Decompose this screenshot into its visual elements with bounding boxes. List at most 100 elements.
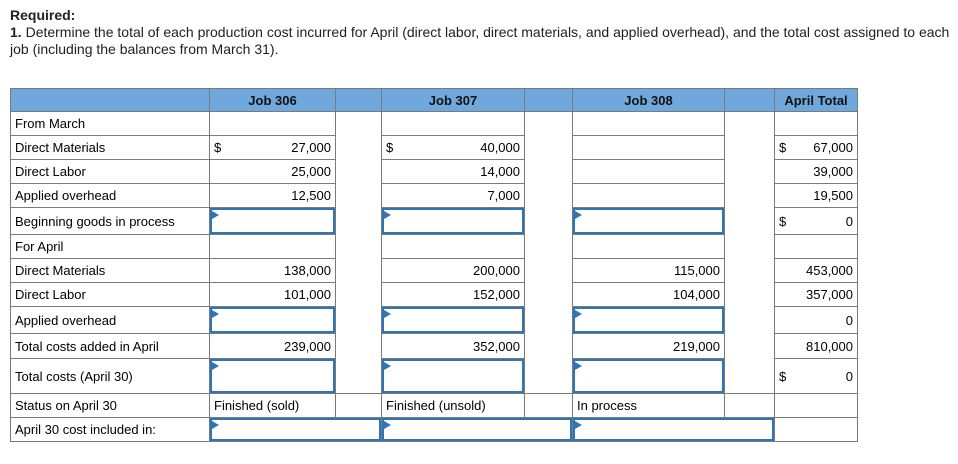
cell-april-dl-total: 357,000 [774, 282, 858, 307]
currency-symbol: $ [779, 140, 787, 155]
label-april-direct-labor: Direct Labor [10, 282, 210, 307]
cell-march-dm-job307: $40,000 [381, 135, 525, 160]
cell-april-dm-job308: 115,000 [572, 258, 725, 283]
cell-beginning-total: $0 [774, 207, 858, 235]
label-march-direct-materials: Direct Materials [10, 135, 210, 160]
value: 0 [845, 368, 853, 384]
april-oh-job306-input[interactable] [210, 307, 335, 333]
cell-april-dl-job308: 104,000 [572, 282, 725, 307]
row-beginning-goods: Beginning goods in process $0 [10, 207, 858, 235]
cell-status-job307: Finished (unsold) [381, 393, 525, 418]
header-job-308: Job 308 [572, 88, 725, 112]
cell-april-dm-total: 453,000 [774, 258, 858, 283]
gap-column-1 [335, 111, 382, 394]
header-blank [10, 88, 210, 112]
beginning-job308-input[interactable] [573, 208, 724, 234]
header-row: Job 306 Job 307 Job 308 April Total [10, 88, 858, 112]
cell-april-oh-total: 0 [774, 306, 858, 334]
cell-march-dm-job306: $27,000 [209, 135, 336, 160]
cell-included-job307 [381, 417, 573, 442]
beginning-job306-input[interactable] [210, 208, 335, 234]
requirement-number: 1. [10, 24, 22, 40]
row-april-direct-materials: Direct Materials 138,000 200,000 115,000… [10, 258, 858, 283]
cell-from-march-job306 [209, 111, 336, 136]
row-april-direct-labor: Direct Labor 101,000 152,000 104,000 357… [10, 282, 858, 307]
cell-total-added-total: 810,000 [774, 333, 858, 359]
row-total-costs-april30: Total costs (April 30) $0 [10, 358, 858, 394]
input-flag-icon [575, 211, 582, 219]
cell-from-march-job308 [572, 111, 725, 136]
cell-for-april-job307 [381, 234, 525, 259]
value: 40,000 [480, 140, 520, 155]
gap-column-2 [524, 111, 573, 394]
cell-april-dm-job306: 138,000 [209, 258, 336, 283]
cell-beginning-job306 [209, 207, 336, 235]
currency-symbol: $ [779, 368, 787, 384]
label-april-direct-materials: Direct Materials [10, 258, 210, 283]
row-status: Status on April 30 Finished (sold) Finis… [10, 393, 858, 418]
gap-column-3 [724, 111, 775, 394]
header-gap-3 [724, 88, 775, 112]
cell-total-costs-job308 [572, 358, 725, 394]
included-job308-input[interactable] [573, 418, 774, 441]
value: 27,000 [291, 140, 331, 155]
cell-april-dl-job307: 152,000 [381, 282, 525, 307]
job-cost-table: Job 306 Job 307 Job 308 April Total From… [10, 88, 858, 442]
cell-from-march-job307 [381, 111, 525, 136]
cell-march-dl-job308 [572, 159, 725, 184]
gap-status-2 [524, 393, 573, 418]
cell-total-costs-job307 [381, 358, 525, 394]
input-flag-icon [212, 421, 219, 429]
cell-total-added-job306: 239,000 [209, 333, 336, 359]
beginning-job307-input[interactable] [382, 208, 524, 234]
label-beginning-goods: Beginning goods in process [10, 207, 210, 235]
gap-status-3 [724, 393, 775, 418]
header-job-306: Job 306 [209, 88, 336, 112]
input-flag-icon [384, 362, 391, 370]
label-march-direct-labor: Direct Labor [10, 159, 210, 184]
cell-march-dl-job307: 14,000 [381, 159, 525, 184]
cell-beginning-job307 [381, 207, 525, 235]
gap-status-1 [335, 393, 382, 418]
total-costs-job307-input[interactable] [382, 359, 524, 393]
cell-total-added-job307: 352,000 [381, 333, 525, 359]
header-gap-2 [524, 88, 573, 112]
input-flag-icon [384, 310, 391, 318]
cell-total-costs-job306 [209, 358, 336, 394]
value: 67,000 [813, 140, 853, 155]
currency-symbol: $ [214, 140, 222, 155]
cell-total-added-job308: 219,000 [572, 333, 725, 359]
input-flag-icon [384, 421, 391, 429]
label-total-costs-april30: Total costs (April 30) [10, 358, 210, 394]
included-job306-input[interactable] [210, 418, 381, 441]
cell-from-march-total [774, 111, 858, 136]
cell-included-job308 [572, 417, 775, 442]
label-from-march: From March [10, 111, 210, 136]
april-oh-job307-input[interactable] [382, 307, 524, 333]
row-march-direct-materials: Direct Materials $27,000 $40,000 $67,000 [10, 135, 858, 160]
label-march-applied-overhead: Applied overhead [10, 183, 210, 208]
cell-total-costs-total: $0 [774, 358, 858, 394]
cell-april-oh-job307 [381, 306, 525, 334]
cell-for-april-job306 [209, 234, 336, 259]
cell-status-total [774, 393, 858, 418]
label-total-costs-added: Total costs added in April [10, 333, 210, 359]
cell-march-oh-job308 [572, 183, 725, 208]
cell-april-oh-job306 [209, 306, 336, 334]
row-april-applied-overhead: Applied overhead 0 [10, 306, 858, 334]
label-cost-included: April 30 cost included in: [10, 417, 210, 442]
total-costs-job308-input[interactable] [573, 359, 724, 393]
input-flag-icon [575, 362, 582, 370]
currency-symbol: $ [779, 213, 787, 229]
total-costs-job306-input[interactable] [210, 359, 335, 393]
label-status: Status on April 30 [10, 393, 210, 418]
header-job-307: Job 307 [381, 88, 525, 112]
cell-beginning-job308 [572, 207, 725, 235]
included-job307-input[interactable] [382, 418, 572, 441]
cell-march-dl-total: 39,000 [774, 159, 858, 184]
cell-march-oh-total: 19,500 [774, 183, 858, 208]
april-oh-job308-input[interactable] [573, 307, 724, 333]
input-flag-icon [212, 310, 219, 318]
input-flag-icon [212, 211, 219, 219]
